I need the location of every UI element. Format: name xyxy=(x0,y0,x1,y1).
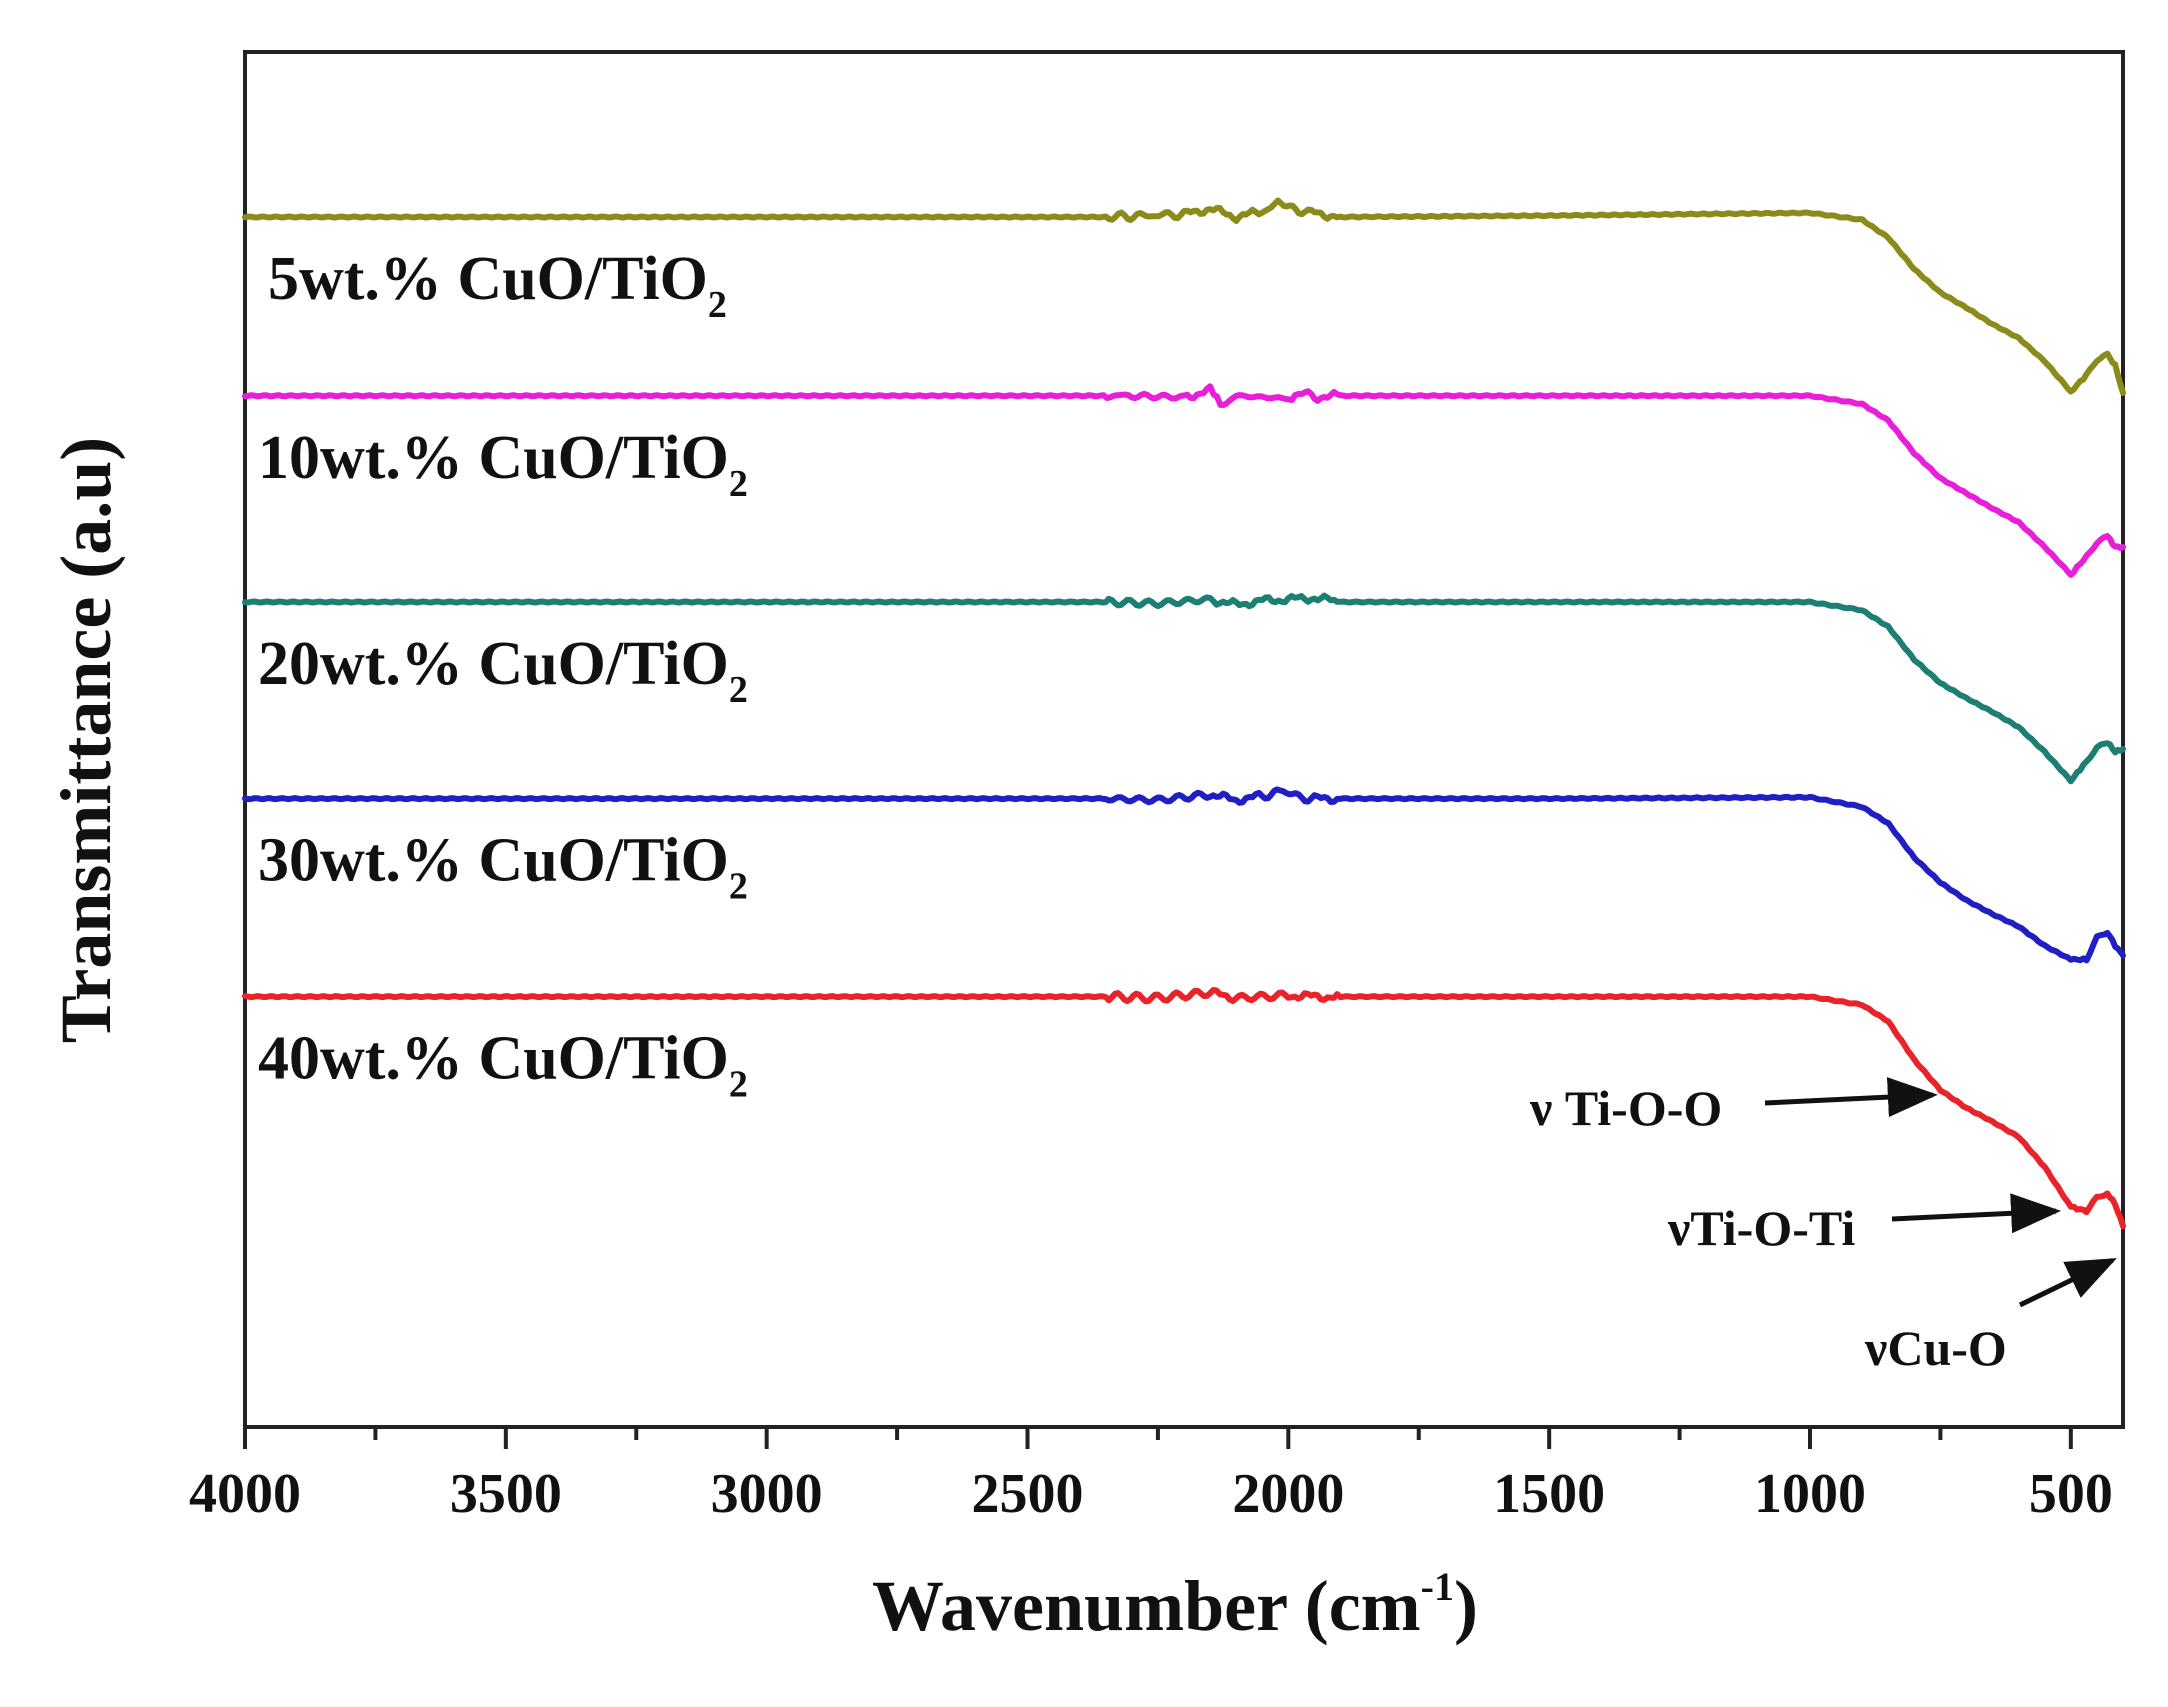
series-labels: 5wt.% CuO/TiO2 10wt.% CuO/TiO2 20wt.% CuO/… xyxy=(258,245,748,1106)
x-tick-label: 2500 xyxy=(972,1463,1084,1525)
x-tick-label: 3500 xyxy=(450,1463,562,1525)
peak-annotations: ν Ti-O-O νTi-O-Ti νCu-O xyxy=(1529,1077,2117,1376)
series-label-2: 10wt.% CuO/TiO2 xyxy=(258,424,748,505)
series-curves xyxy=(242,197,2126,1230)
x-tick-label: 1500 xyxy=(1493,1463,1605,1525)
series-line-5 xyxy=(242,987,2126,1230)
plot-frame xyxy=(243,50,2125,1429)
y-axis-title: Transmittance (a.u) xyxy=(46,437,126,1044)
series-line-1 xyxy=(242,197,2126,396)
x-tick-label: 3000 xyxy=(711,1463,823,1525)
series-line-4 xyxy=(242,786,2126,964)
x-tick-label: 500 xyxy=(2029,1463,2113,1525)
series-label-5: 40wt.% CuO/TiO2 xyxy=(258,1025,748,1106)
series-line-2 xyxy=(242,383,2126,578)
series-label-3: 20wt.% CuO/TiO2 xyxy=(258,630,748,711)
x-axis-title: Wavenumber (cm-1) xyxy=(872,1564,1478,1646)
x-tick-label: 1000 xyxy=(1754,1463,1866,1525)
annotation-arrow-3 xyxy=(2018,1258,2117,1308)
series-label-1: 5wt.% CuO/TiO2 xyxy=(268,245,727,326)
x-axis-tick-labels: 4000 3500 3000 2500 2000 1500 1000 500 xyxy=(189,1463,2113,1525)
annotation-label-1: ν Ti-O-O xyxy=(1529,1080,1722,1136)
annotation-arrow-2 xyxy=(1891,1193,2062,1234)
x-axis-ticks xyxy=(243,1427,2073,1449)
x-tick-label: 2000 xyxy=(1232,1463,1344,1525)
series-line-3 xyxy=(242,592,2126,785)
x-axis-title-superscript: -1 xyxy=(1421,1564,1454,1609)
x-tick-label: 4000 xyxy=(189,1463,301,1525)
annotation-arrow-1 xyxy=(1764,1077,1938,1118)
annotation-label-3: νCu-O xyxy=(1864,1320,2007,1376)
series-label-4: 30wt.% CuO/TiO2 xyxy=(258,827,748,908)
annotation-label-2: νTi-O-Ti xyxy=(1667,1200,1855,1256)
